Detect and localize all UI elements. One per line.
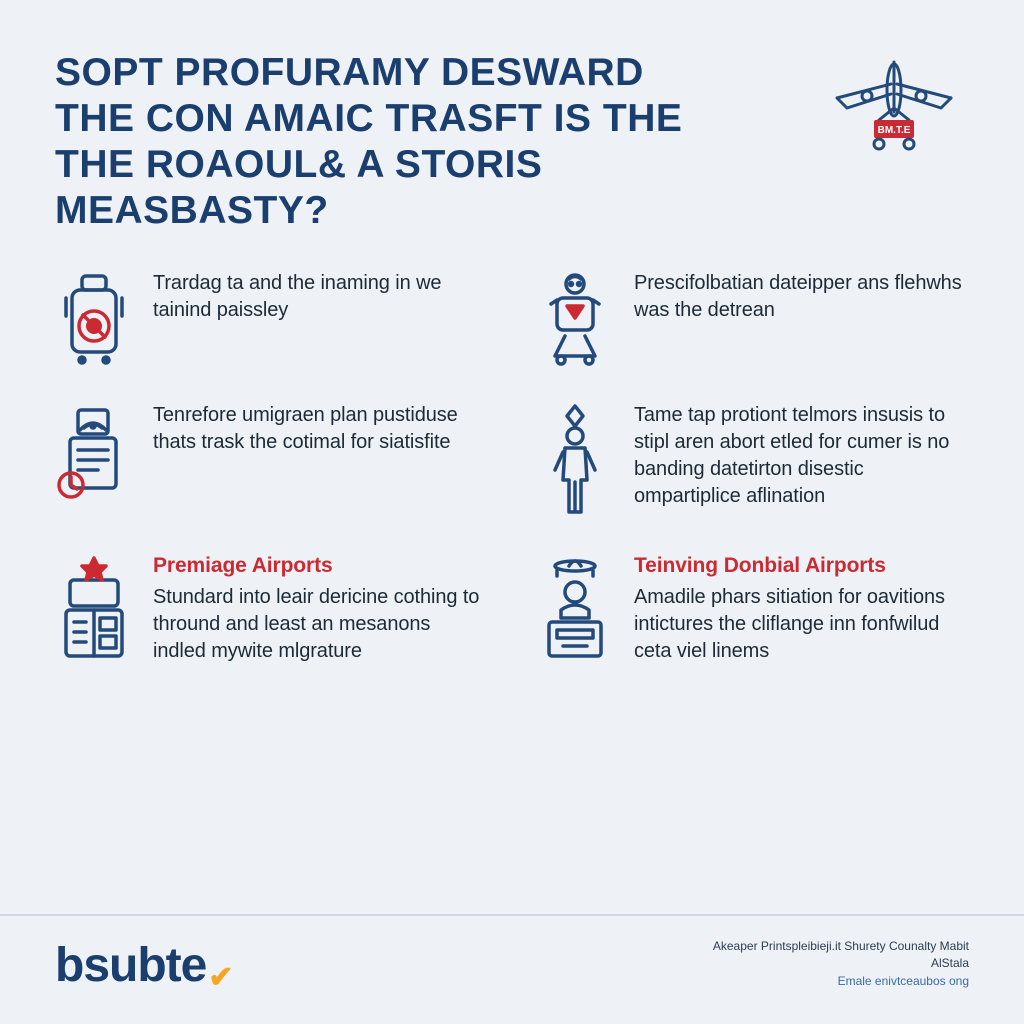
document-radar-icon xyxy=(55,402,133,502)
officer-desk-icon xyxy=(536,552,614,664)
info-item: Tenrefore umigraen plan pustiduse thats … xyxy=(55,402,488,518)
airport-star-icon xyxy=(55,552,133,664)
info-item: Tame tap protiont telmors insusis to sti… xyxy=(536,402,969,518)
info-item: Teinving Donbial Airports Amadile phars … xyxy=(536,552,969,665)
info-item: Prescifolbatian dateipper ans flehwhs wa… xyxy=(536,270,969,368)
standing-person-icon xyxy=(536,402,614,518)
item-body: Tame tap protiont telmors insusis to sti… xyxy=(634,402,969,510)
item-body: Amadile phars sitiation for oavitions in… xyxy=(634,584,969,665)
item-heading: Teinving Donbial Airports xyxy=(634,552,969,580)
item-body: Stundard into leair dericine cothing to … xyxy=(153,584,488,665)
footer-line-1: Akeaper Printspleibieji.it Shurety Couna… xyxy=(713,938,969,955)
footer-line-2: AlStala xyxy=(713,955,969,972)
item-heading: Premiage Airports xyxy=(153,552,488,580)
footer: bsubte ✔ Akeaper Printspleibieji.it Shur… xyxy=(0,914,1024,1024)
footer-contact: Akeaper Printspleibieji.it Shurety Couna… xyxy=(713,938,969,990)
footer-line-3: Emale enivtceaubos ong xyxy=(713,973,969,990)
luggage-prohibit-icon xyxy=(55,270,133,366)
check-icon: ✔ xyxy=(208,960,232,995)
title-line-2: THE CON AMAIC TRASFT IS THE xyxy=(55,97,682,140)
items-grid: Trardag ta and the inaming in we tainind… xyxy=(55,270,969,665)
passenger-seat-icon xyxy=(536,270,614,368)
brand-logo: bsubte ✔ xyxy=(55,938,232,993)
brand-text: bsubte xyxy=(55,938,206,993)
title-line-1: SOPT PROFURAMY DESWARD xyxy=(55,51,644,94)
info-item: Trardag ta and the inaming in we tainind… xyxy=(55,270,488,368)
title-line-3: THE ROAOUL& A STORIS MEASBASTY? xyxy=(55,143,542,232)
item-body: Prescifolbatian dateipper ans flehwhs wa… xyxy=(634,270,969,324)
item-body: Trardag ta and the inaming in we tainind… xyxy=(153,270,488,324)
item-body: Tenrefore umigraen plan pustiduse thats … xyxy=(153,402,488,456)
page-title: SOPT PROFURAMY DESWARD THE CON AMAIC TRA… xyxy=(55,50,789,234)
airplane-logo: BM.T.E xyxy=(819,50,969,160)
logo-badge-text: BM.T.E xyxy=(878,125,911,136)
info-item: Premiage Airports Stundard into leair de… xyxy=(55,552,488,665)
